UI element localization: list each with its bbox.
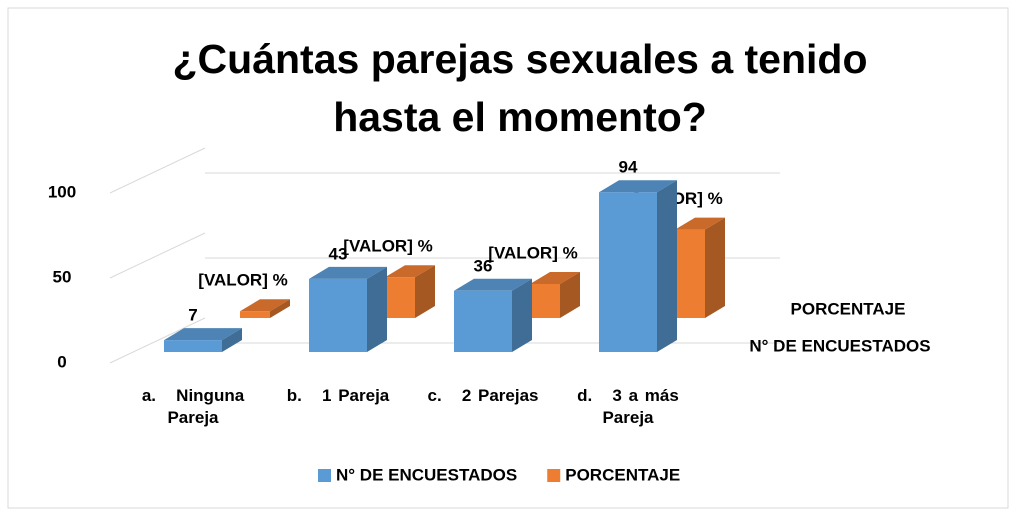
bar <box>385 277 415 318</box>
bar-side <box>367 266 387 352</box>
bar <box>454 290 512 352</box>
x-tick-label: c. 2 Parejas <box>427 386 539 405</box>
depth-label: PORCENTAJE <box>791 299 906 318</box>
bar-side <box>415 265 435 318</box>
x-tick-label: d. 3 a más Pareja <box>577 386 686 427</box>
bar-side <box>222 328 242 352</box>
grid-line <box>109 147 206 194</box>
bar-side <box>560 272 580 318</box>
bar-side <box>657 180 677 352</box>
depth-label: N° DE ENCUESTADOS <box>749 336 930 355</box>
legend-label: N° DE ENCUESTADOS <box>336 465 517 484</box>
bar-side <box>270 299 290 318</box>
bar-top <box>530 272 580 284</box>
grid-line <box>109 317 206 364</box>
bar-top <box>454 278 532 291</box>
bar-top <box>309 266 387 279</box>
data-label: 94 <box>619 158 638 177</box>
chart-title: ¿Cuántas parejas sexuales a tenido hasta… <box>172 36 868 140</box>
bar-side <box>512 278 532 352</box>
grid-line <box>109 232 206 279</box>
y-tick-label: 0 <box>57 352 66 371</box>
bar <box>675 229 705 318</box>
bar-top <box>385 265 435 278</box>
data-label: 7 <box>188 306 197 325</box>
bar <box>309 278 367 352</box>
legend-swatch <box>547 469 561 482</box>
bar-top <box>240 299 290 312</box>
bar <box>240 311 270 318</box>
x-tick-label: a. Ninguna Pareja <box>141 386 251 427</box>
bar-top <box>164 328 242 341</box>
bar <box>599 192 657 352</box>
data-label: [VALOR] % <box>488 243 577 262</box>
data-label: 36 <box>474 256 493 275</box>
bar-side <box>705 217 725 318</box>
bar-top <box>599 180 677 193</box>
y-tick-label: 50 <box>53 267 72 286</box>
data-label: [VALOR] % <box>343 237 432 256</box>
legend-swatch <box>318 469 331 482</box>
bar <box>530 284 560 318</box>
x-tick-label: b. 1 Pareja <box>286 386 390 405</box>
data-label: 43 <box>329 244 348 263</box>
bar-top <box>675 217 725 230</box>
data-label: [VALOR] % <box>198 271 287 290</box>
bar <box>164 340 222 352</box>
legend-label: PORCENTAJE <box>565 465 680 484</box>
chart-border <box>7 7 1009 509</box>
y-tick-label: 100 <box>48 182 76 201</box>
